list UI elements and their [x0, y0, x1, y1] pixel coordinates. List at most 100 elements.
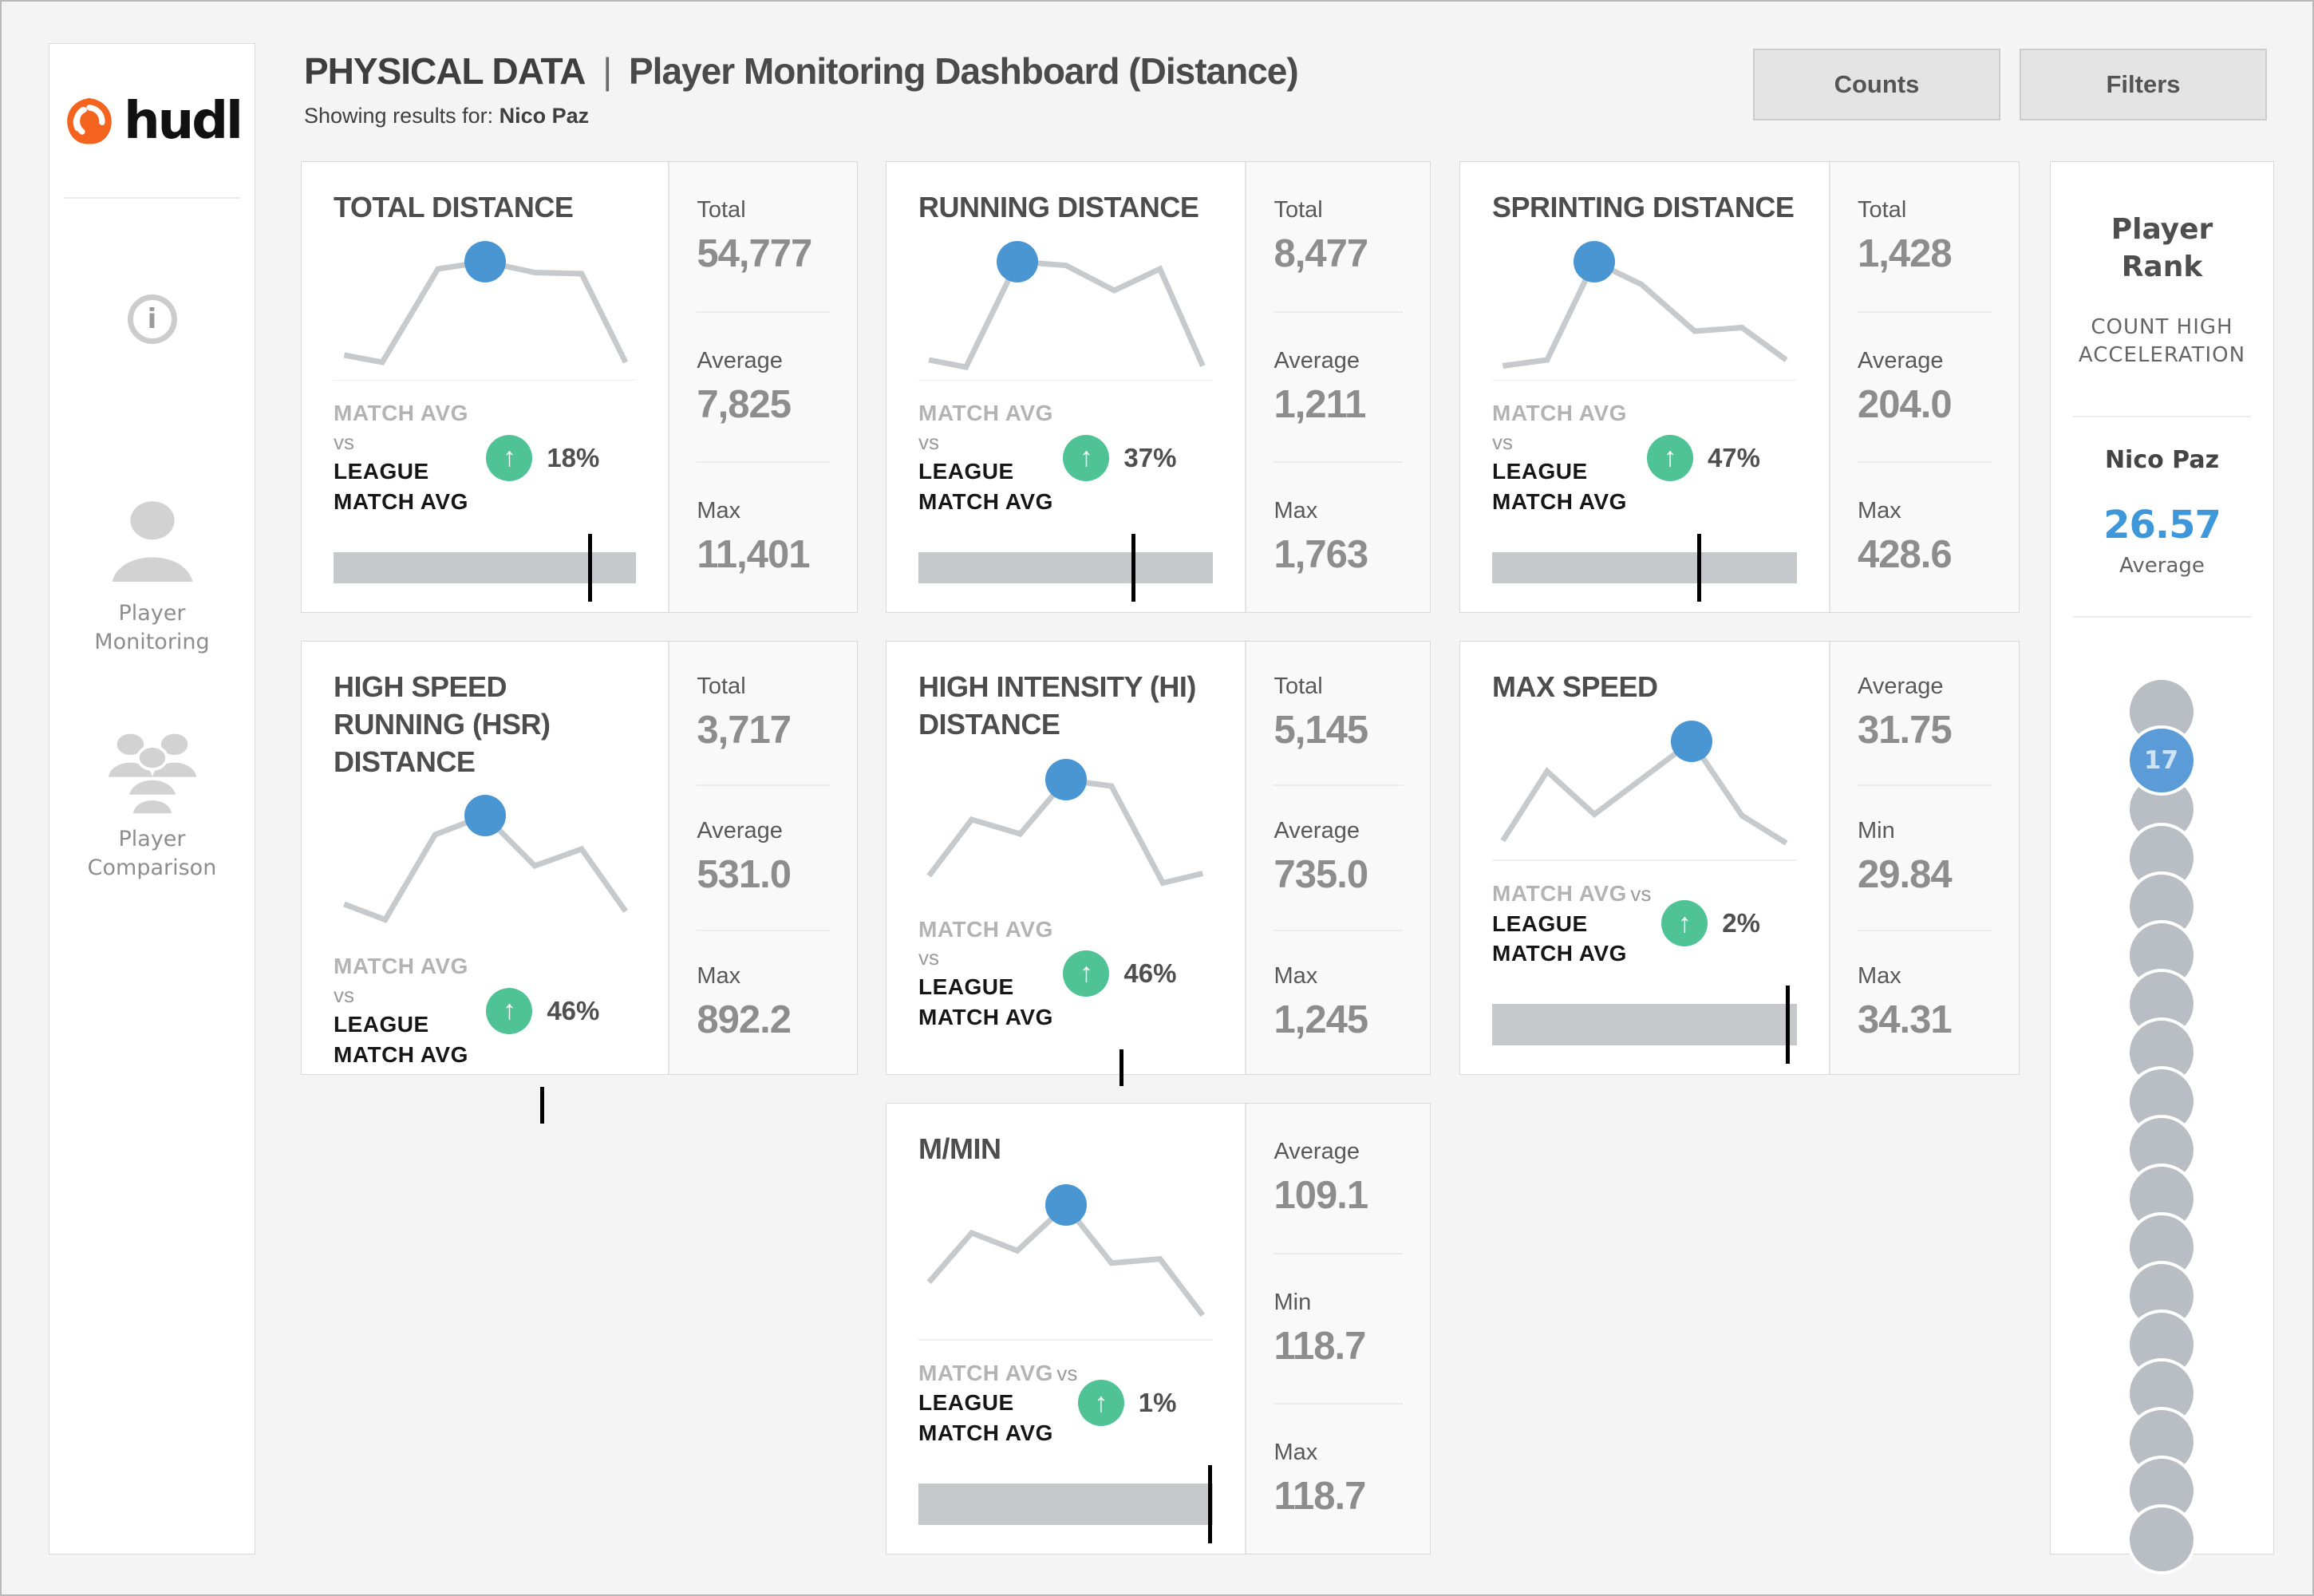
stat-value: 109.1 [1273, 1173, 1368, 1217]
vs-label: vs [1630, 881, 1652, 906]
sparkline-highlight-dot[interactable] [1574, 240, 1616, 282]
metric-card-running-distance[interactable]: RUNNING DISTANCE MATCH AVG vs LEAGUE MAT… [886, 161, 1431, 613]
sparkline-highlight-dot[interactable] [1044, 759, 1087, 801]
rank-circle[interactable] [2126, 1504, 2197, 1574]
stat-label: Max [1273, 498, 1318, 524]
percent-delta: 18% [547, 442, 600, 472]
showing-results-label: Showing results for: [304, 104, 494, 128]
title-primary: PHYSICAL DATA [304, 50, 586, 92]
stat-label: Max [697, 498, 741, 524]
sparkline-chart [923, 240, 1208, 367]
stat-label: Max [1858, 962, 1901, 989]
stat-value: 892.2 [697, 998, 792, 1041]
stat-row: Total 54,777 [697, 162, 830, 311]
league-match-avg-label: LEAGUE MATCH AVG [918, 974, 1053, 1030]
up-arrow-icon: ↑ [1661, 900, 1708, 947]
sidebar: hudl i Player Monitoring [49, 43, 255, 1555]
sparkline-highlight-dot[interactable] [464, 795, 506, 837]
title-separator: | [602, 50, 612, 92]
sidebar-item-player-comparison[interactable]: Player Comparison [65, 721, 240, 883]
benchmark-compare-row: MATCH AVG vs LEAGUE MATCH AVG ↑ 18% [334, 398, 636, 516]
stat-label: Average [697, 347, 783, 373]
stat-row: Average 7,825 [697, 310, 830, 462]
vs-label: vs [334, 983, 354, 1008]
group-icon [101, 721, 204, 817]
metric-card-hsr-distance[interactable]: HIGH SPEED RUNNING (HSR) DISTANCE MATCH … [301, 641, 858, 1124]
match-avg-label: MATCH AVG [1492, 880, 1627, 906]
rank-average-label: Average [2119, 553, 2205, 578]
stat-value: 29.84 [1858, 853, 1953, 897]
up-arrow-icon: ↑ [486, 434, 533, 481]
sparkline-highlight-dot[interactable] [1671, 720, 1713, 762]
stat-row: Average 204.0 [1858, 310, 1992, 462]
match-avg-label: MATCH AVG [918, 916, 1053, 942]
stat-row: Max 892.2 [697, 929, 830, 1074]
stat-label: Min [1273, 1289, 1312, 1315]
stat-row: Average 109.1 [1273, 1104, 1403, 1253]
sparkline-highlight-dot[interactable] [464, 240, 506, 282]
sparkline-chart [338, 795, 631, 921]
stat-value: 1,763 [1273, 533, 1368, 577]
sidebar-item-label: Player Comparison [87, 826, 217, 881]
stat-row: Max 11,401 [697, 461, 830, 612]
metric-card-total-distance[interactable]: TOTAL DISTANCE MATCH AVG vs LEAGUE MATCH… [301, 161, 858, 613]
vs-label: vs [918, 430, 939, 455]
benchmark-compare-row: MATCH AVG vs LEAGUE MATCH AVG ↑ 47% [1492, 398, 1797, 516]
benchmark-compare-row: MATCH AVG vs LEAGUE MATCH AVG ↑ 1% [918, 1358, 1213, 1448]
selected-player-name: Nico Paz [499, 104, 590, 128]
stat-value: 531.0 [697, 853, 792, 897]
stat-value: 8,477 [1273, 231, 1368, 275]
benchmark-marker [588, 533, 593, 602]
stat-label: Max [1273, 1440, 1318, 1466]
vs-label: vs [1492, 430, 1513, 455]
stat-row: Average 531.0 [697, 784, 830, 929]
card-title: MAX SPEED [1492, 670, 1658, 703]
card-divider [334, 379, 637, 381]
stat-label: Average [1273, 347, 1360, 373]
league-match-avg-label: LEAGUE MATCH AVG [918, 1390, 1053, 1446]
sparkline-highlight-dot[interactable] [996, 240, 1038, 282]
benchmark-bar-fill [1492, 1004, 1797, 1045]
stat-value: 735.0 [1273, 853, 1368, 897]
stat-row: Total 1,428 [1858, 162, 1992, 311]
hudl-logo[interactable]: hudl [63, 92, 243, 151]
stat-value: 34.31 [1858, 998, 1953, 1041]
metric-card-sprinting-distance[interactable]: SPRINTING DISTANCE MATCH AVG vs LEAGUE M… [1459, 161, 2020, 613]
stat-row: Max 118.7 [1273, 1403, 1403, 1554]
rank-badge-circle[interactable]: 17 [2126, 725, 2197, 796]
counts-button[interactable]: Counts [1753, 49, 2000, 120]
sparkline-chart [1497, 720, 1792, 847]
benchmark-bar-fill [918, 1483, 1214, 1525]
rank-player-name: Nico Paz [2104, 445, 2220, 474]
sparkline-chart [923, 1184, 1208, 1326]
sparkline-chart [923, 759, 1208, 884]
info-icon[interactable]: i [127, 294, 177, 344]
stat-value: 428.6 [1858, 533, 1953, 577]
stat-row: Max 34.31 [1858, 929, 1992, 1074]
stat-value: 5,145 [1273, 709, 1368, 753]
stat-label: Total [697, 196, 746, 223]
up-arrow-icon: ↑ [486, 987, 533, 1034]
metric-card-hi-distance[interactable]: HIGH INTENSITY (HI) DISTANCE MATCH AVG v… [886, 641, 1431, 1087]
percent-delta: 1% [1138, 1388, 1177, 1418]
sparkline-highlight-dot[interactable] [1044, 1184, 1087, 1227]
card-main: HIGH SPEED RUNNING (HSR) DISTANCE MATCH … [302, 642, 668, 1124]
up-arrow-icon: ↑ [1077, 1380, 1124, 1427]
rank-divider [2072, 415, 2252, 417]
stat-value: 204.0 [1858, 382, 1953, 426]
stat-label: Max [1858, 498, 1901, 524]
percent-delta: 46% [1123, 958, 1177, 988]
stat-label: Average [1858, 674, 1944, 700]
stat-label: Min [1858, 818, 1895, 844]
title-secondary: Player Monitoring Dashboard (Distance) [628, 50, 1299, 92]
card-divider [1492, 379, 1797, 381]
metric-card-m-min[interactable]: M/MIN MATCH AVG vs LEAGUE MATCH AVG ↑ 1% [886, 1103, 1431, 1555]
sidebar-item-player-monitoring[interactable]: Player Monitoring [65, 496, 240, 658]
stat-label: Total [1858, 196, 1907, 223]
filters-button[interactable]: Filters [2020, 49, 2267, 120]
benchmark-bar [1492, 986, 1797, 1064]
metric-card-max-speed[interactable]: MAX SPEED MATCH AVG vs LEAGUE MATCH AVG … [1459, 641, 2020, 1075]
stat-value: 31.75 [1858, 709, 1953, 753]
stat-label: Max [1273, 962, 1318, 989]
